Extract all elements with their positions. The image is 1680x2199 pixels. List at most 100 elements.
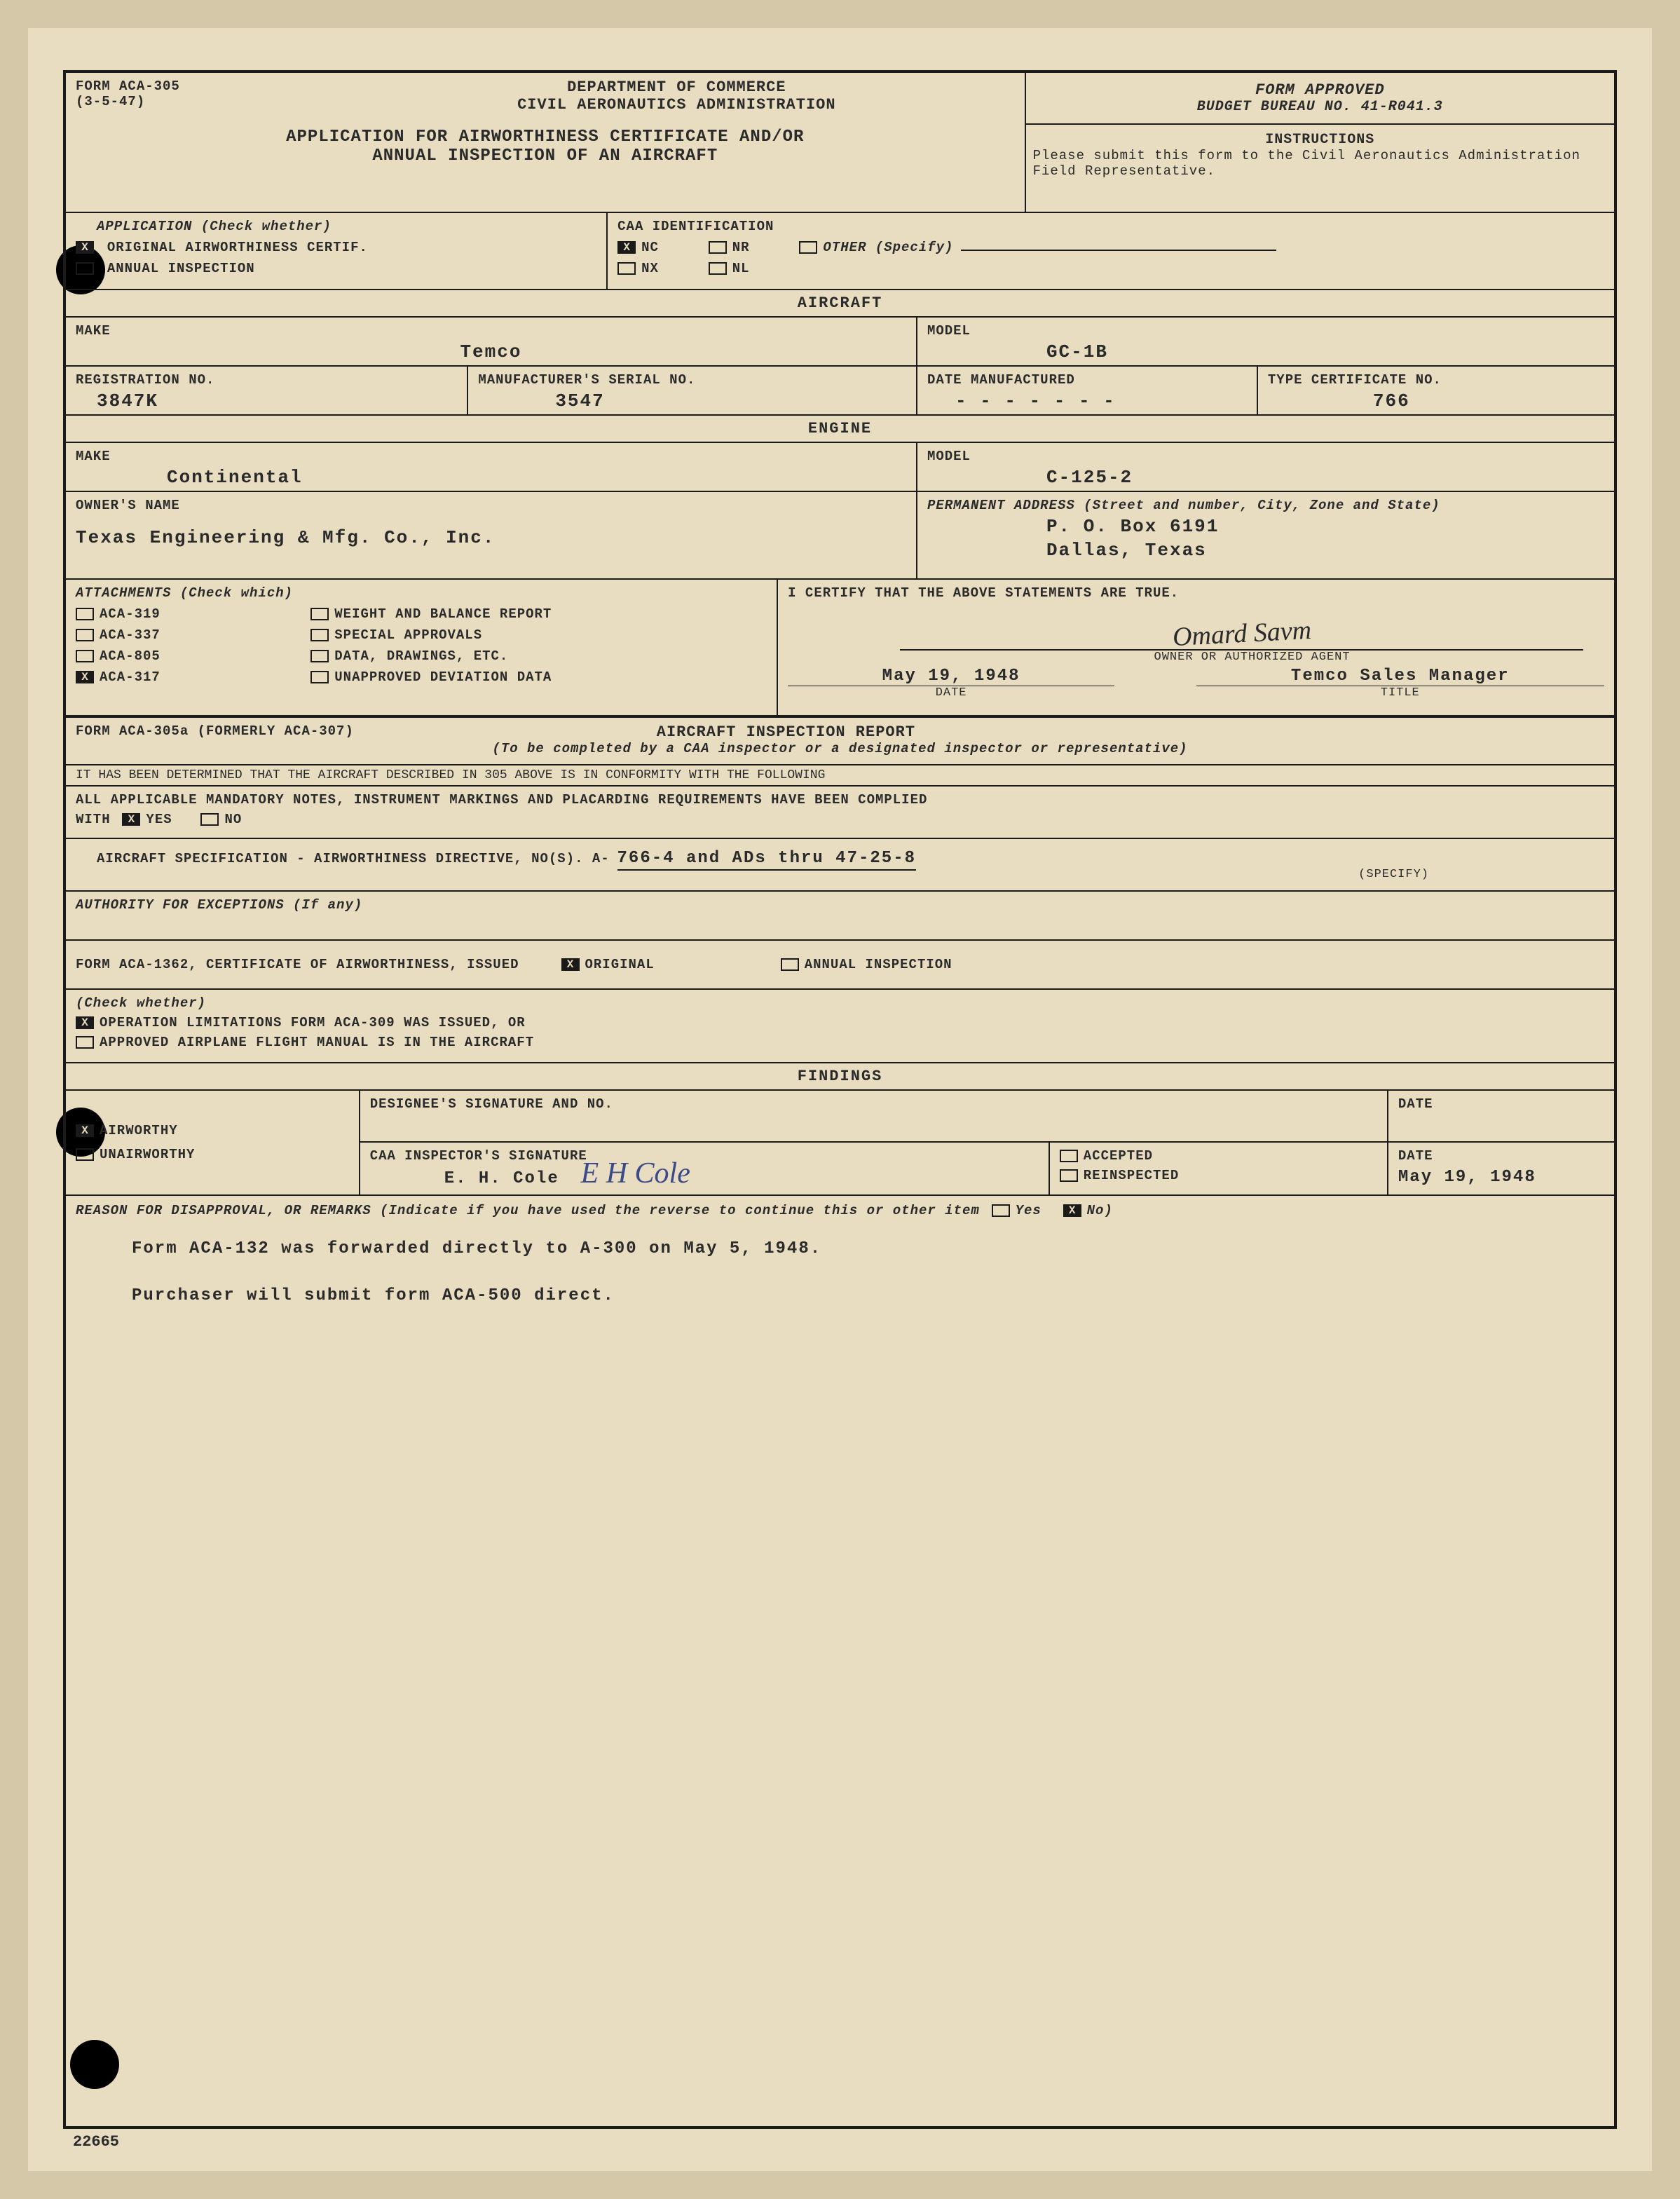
wbr-checkbox[interactable] — [310, 608, 329, 620]
mandatory-yes-checkbox[interactable] — [122, 813, 140, 826]
airworthy-label: AIRWORTHY — [100, 1123, 178, 1138]
flight-manual-label: APPROVED AIRPLANE FLIGHT MANUAL IS IN TH… — [100, 1035, 534, 1050]
aca337-checkbox[interactable] — [76, 629, 94, 641]
certify-text: I CERTIFY THAT THE ABOVE STATEMENTS ARE … — [788, 585, 1604, 601]
check-whether: (Check whether) — [76, 995, 1604, 1011]
certify-date-label: DATE — [788, 686, 1114, 700]
with-label: WITH — [76, 812, 111, 827]
engine-model: C-125-2 — [1046, 467, 1604, 488]
aircraft-make-label: MAKE — [76, 323, 906, 339]
mandatory-no: NO — [224, 812, 242, 827]
aircraft-model-label: MODEL — [927, 323, 1604, 339]
dde-checkbox[interactable] — [310, 650, 329, 662]
op-limit-checkbox[interactable] — [76, 1016, 94, 1029]
aca1362-original: ORIGINAL — [585, 957, 655, 972]
form-approved: FORM APPROVED — [1034, 81, 1606, 99]
admin-label: CIVIL AERONAUTICS ADMINISTRATION — [339, 96, 1015, 114]
app-title-2: ANNUAL INSPECTION OF AN AIRCRAFT — [76, 147, 1015, 165]
report-form-no: FORM ACA-305a (FORMERLY ACA-307) — [76, 723, 657, 741]
aca1362-original-checkbox[interactable] — [561, 958, 580, 971]
udd-checkbox[interactable] — [310, 671, 329, 683]
findings-date-label-1: DATE — [1398, 1096, 1433, 1112]
udd-label: UNAPPROVED DEVIATION DATA — [334, 669, 552, 685]
mandatory-yes: YES — [146, 812, 172, 827]
remarks-label: REASON FOR DISAPPROVAL, OR REMARKS (Indi… — [76, 1203, 980, 1218]
form-date: (3-5-47) — [76, 94, 339, 109]
remarks-yes-checkbox[interactable] — [992, 1204, 1010, 1217]
aircraft-model: GC-1B — [1046, 341, 1604, 362]
nx-label: NX — [641, 261, 659, 276]
report-subtitle: (To be completed by a CAA inspector or a… — [76, 741, 1604, 756]
report-title: AIRCRAFT INSPECTION REPORT — [657, 723, 915, 741]
original-airworthiness-checkbox[interactable] — [76, 241, 94, 254]
aca319-checkbox[interactable] — [76, 608, 94, 620]
owner-signature: Omard Savm — [1172, 615, 1312, 653]
certify-title: Temco Sales Manager — [1196, 667, 1604, 686]
instructions-title: INSTRUCTIONS — [1033, 132, 1607, 148]
spa-checkbox[interactable] — [310, 629, 329, 641]
spec-label: AIRCRAFT SPECIFICATION - AIRWORTHINESS D… — [97, 851, 610, 866]
footer-number: 22665 — [73, 2133, 119, 2151]
unairworthy-label: UNAIRWORTHY — [100, 1147, 195, 1162]
nl-label: NL — [732, 261, 750, 276]
aca317-checkbox[interactable] — [76, 671, 94, 683]
aca317-label: ACA-317 — [100, 669, 161, 685]
nc-checkbox[interactable] — [617, 241, 636, 254]
owner-addr1: P. O. Box 6191 — [1046, 516, 1604, 537]
engine-header: ENGINE — [66, 416, 1614, 443]
mandatory-text: ALL APPLICABLE MANDATORY NOTES, INSTRUME… — [76, 792, 1604, 808]
accepted-checkbox[interactable] — [1060, 1150, 1078, 1162]
designee-label: DESIGNEE'S SIGNATURE AND NO. — [370, 1096, 613, 1112]
mfg-serial-label: MANUFACTURER'S SERIAL NO. — [478, 372, 906, 388]
page: FORM ACA-305 (3-5-47) DEPARTMENT OF COMM… — [28, 28, 1652, 2171]
engine-model-label: MODEL — [927, 449, 1604, 464]
aca805-checkbox[interactable] — [76, 650, 94, 662]
determined-text: IT HAS BEEN DETERMINED THAT THE AIRCRAFT… — [66, 765, 1614, 785]
aircraft-make: Temco — [76, 341, 906, 362]
reinspected-checkbox[interactable] — [1060, 1169, 1078, 1182]
owner-addr-label: PERMANENT ADDRESS (Street and number, Ci… — [927, 498, 1604, 513]
attachments-label: ATTACHMENTS (Check which) — [76, 585, 767, 601]
nr-label: NR — [732, 240, 750, 255]
application-label: APPLICATION (Check whether) — [97, 219, 596, 234]
engine-make: Continental — [167, 467, 906, 488]
date-mfg: - - - - - - - — [955, 390, 1247, 411]
authority-label: AUTHORITY FOR EXCEPTIONS (If any) — [76, 897, 362, 913]
remarks-no-checkbox[interactable] — [1063, 1204, 1081, 1217]
spa-label: SPECIAL APPROVALS — [334, 627, 482, 643]
accepted-label: ACCEPTED — [1084, 1148, 1153, 1164]
certify-title-label: TITLE — [1196, 686, 1604, 700]
findings-date: May 19, 1948 — [1398, 1168, 1604, 1187]
form-number: FORM ACA-305 — [76, 79, 339, 94]
owner-addr2: Dallas, Texas — [1046, 540, 1604, 561]
unairworthy-checkbox[interactable] — [76, 1148, 94, 1161]
mandatory-no-checkbox[interactable] — [200, 813, 219, 826]
aircraft-header: AIRCRAFT — [66, 290, 1614, 318]
nl-checkbox[interactable] — [709, 262, 727, 275]
inspector-signature: E H Cole — [581, 1157, 690, 1190]
mfg-serial: 3547 — [555, 390, 906, 411]
flight-manual-checkbox[interactable] — [76, 1036, 94, 1049]
reg-no-label: REGISTRATION NO. — [76, 372, 457, 388]
annual-inspection-label: ANNUAL INSPECTION — [107, 261, 255, 276]
reg-no: 3847K — [97, 390, 457, 411]
engine-make-label: MAKE — [76, 449, 906, 464]
remarks-no: No) — [1087, 1203, 1113, 1218]
remarks-yes: Yes — [1016, 1203, 1042, 1218]
remarks-line2: Purchaser will submit form ACA-500 direc… — [132, 1286, 1604, 1305]
aca1362-label: FORM ACA-1362, CERTIFICATE OF AIRWORTHIN… — [76, 957, 519, 972]
original-airworthiness-label: ORIGINAL AIRWORTHINESS CERTIF. — [107, 240, 368, 255]
type-cert-label: TYPE CERTIFICATE NO. — [1268, 372, 1604, 388]
aca337-label: ACA-337 — [100, 627, 161, 643]
owner-name-label: OWNER'S NAME — [76, 498, 906, 513]
dept-label: DEPARTMENT OF COMMERCE — [339, 79, 1015, 96]
nx-checkbox[interactable] — [617, 262, 636, 275]
aca1362-annual-checkbox[interactable] — [781, 958, 799, 971]
budget-no: BUDGET BUREAU NO. 41-R041.3 — [1034, 99, 1606, 115]
findings-header: FINDINGS — [66, 1063, 1614, 1091]
other-checkbox[interactable] — [799, 241, 817, 254]
annual-inspection-checkbox[interactable] — [76, 262, 94, 275]
owner-name: Texas Engineering & Mfg. Co., Inc. — [76, 527, 906, 548]
nr-checkbox[interactable] — [709, 241, 727, 254]
airworthy-checkbox[interactable] — [76, 1124, 94, 1137]
